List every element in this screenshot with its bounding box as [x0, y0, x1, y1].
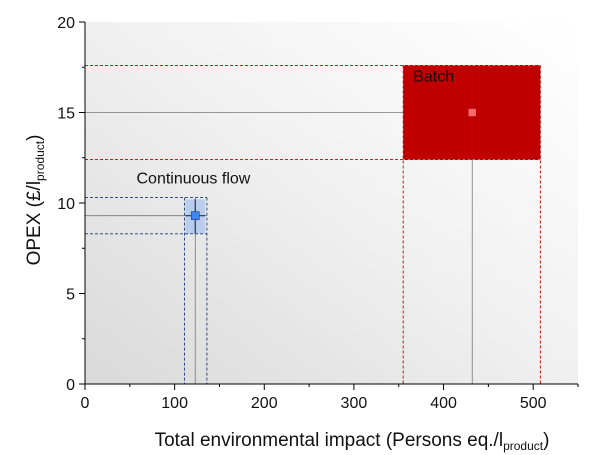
y-tick-label: 10 [57, 196, 75, 213]
batch-label: Batch [413, 68, 454, 85]
y-axis-title: OPEX (£/lproduct) [24, 135, 47, 266]
x-tick-label: 200 [251, 395, 278, 412]
x-tick-label: 0 [81, 395, 90, 412]
y-tick-label: 5 [66, 287, 75, 304]
y-tick-label: 15 [57, 106, 75, 123]
continuous-flow-label: Continuous flow [136, 171, 250, 188]
series-layer: Batch Continuous flow [85, 64, 541, 384]
x-tick-label: 300 [341, 395, 368, 412]
x-axis-title: Total environmental impact (Persons eq./… [155, 430, 550, 453]
x-tick-label: 500 [520, 395, 547, 412]
axis-layer: 0 100 200 300 400 500 0 5 10 15 20 [57, 15, 579, 412]
y-tick-label: 0 [66, 377, 75, 394]
x-tick-label: 400 [430, 395, 457, 412]
continuous-flow-marker [190, 211, 200, 220]
x-tick-label: 100 [161, 395, 188, 412]
batch-marker [467, 108, 477, 117]
y-tick-label: 20 [57, 15, 75, 32]
